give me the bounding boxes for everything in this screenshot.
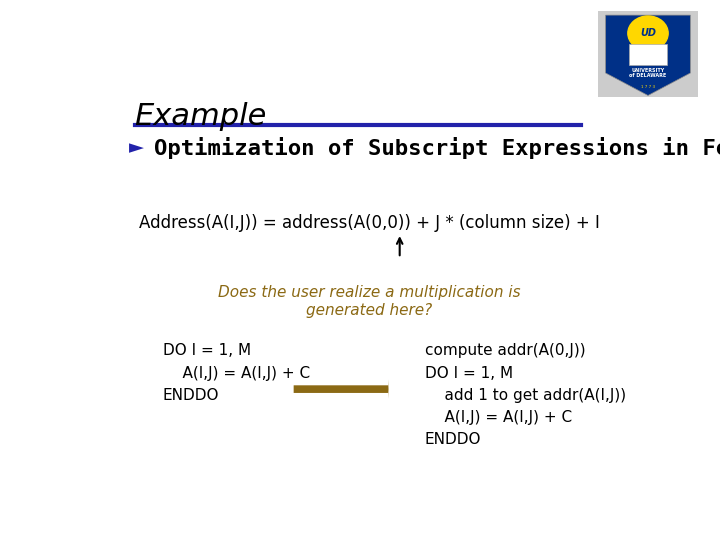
Circle shape [628,16,668,51]
Text: DO I = 1, M
    A(I,J) = A(I,J) + C
ENDDO: DO I = 1, M A(I,J) = A(I,J) + C ENDDO [163,343,310,403]
FancyBboxPatch shape [598,11,698,97]
FancyBboxPatch shape [629,44,667,65]
Text: Optimization of Subscript Expressions in Fortran: Optimization of Subscript Expressions in… [154,137,720,159]
Text: 1 7 7 3: 1 7 7 3 [641,85,655,89]
Text: Address(A(I,J)) = address(A(0,0)) + J * (column size) + I: Address(A(I,J)) = address(A(0,0)) + J * … [138,214,600,232]
Text: compute addr(A(0,J))
DO I = 1, M
    add 1 to get addr(A(I,J))
    A(I,J) = A(I,: compute addr(A(0,J)) DO I = 1, M add 1 t… [425,343,626,447]
Text: ►: ► [129,138,144,158]
Text: Does the user realize a multiplication is
generated here?: Does the user realize a multiplication i… [217,285,521,318]
Polygon shape [606,15,690,96]
Text: UD: UD [640,28,656,38]
Text: UNIVERSITY
of DELAWARE: UNIVERSITY of DELAWARE [629,68,667,78]
Text: Example: Example [135,102,267,131]
